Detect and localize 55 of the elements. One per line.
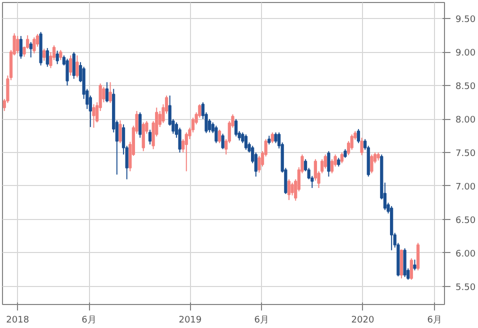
candlestick: [76, 54, 79, 78]
candlestick: [66, 58, 69, 86]
candlestick: [330, 158, 334, 174]
candlestick: [413, 259, 416, 271]
candlestick: [138, 112, 142, 138]
candlestick: [324, 154, 327, 170]
candlestick: [16, 35, 20, 54]
x-tick-label: 2019: [178, 316, 202, 326]
x-tick-label: 2020: [351, 316, 374, 326]
candlestick: [244, 134, 248, 150]
y-tick-label: 7.00: [456, 182, 476, 192]
candlestick: [56, 50, 59, 65]
candlestick: [214, 125, 218, 144]
candlestick: [108, 82, 112, 104]
candlestick: [221, 133, 224, 150]
y-tick-label: 7.50: [456, 148, 476, 159]
x-tick-label: 6月: [427, 316, 442, 326]
candlestick: [410, 258, 413, 280]
candlestick: [142, 122, 145, 152]
x-tick-label: 2018: [6, 316, 30, 326]
candlestick: [69, 54, 72, 76]
candlestick: [360, 137, 364, 156]
y-tick-label: 8.00: [456, 116, 476, 126]
candlestick: [92, 104, 96, 128]
y-tick-label: 9.00: [456, 48, 476, 59]
x-tick-label: 6月: [82, 316, 96, 326]
candlestick: [218, 129, 222, 144]
candlestick: [184, 132, 188, 172]
y-tick-label: 6.00: [456, 249, 476, 260]
candlestick: [46, 48, 49, 68]
candlestick: [32, 36, 36, 54]
y-tick-label: 8.50: [456, 82, 476, 92]
y-tick-label: 9.50: [456, 15, 476, 26]
candlestick: [29, 42, 32, 58]
candlestick: [42, 48, 46, 62]
candlestick: [356, 128, 360, 144]
x-tick-label: 6月: [254, 316, 269, 326]
candlestick: [19, 35, 22, 60]
candlestick: [327, 150, 330, 178]
candlestick: [274, 132, 278, 144]
y-tick-label: 6.50: [456, 216, 476, 226]
candlestick: [416, 242, 420, 271]
candlestick: [370, 154, 374, 174]
candlestick: [270, 132, 274, 144]
candlestick: [340, 152, 344, 164]
candlestick: [118, 120, 122, 144]
candlestick: [258, 155, 261, 174]
candlestick: [72, 52, 76, 80]
y-tick-label: 5.50: [456, 282, 476, 293]
candlestick: [59, 50, 62, 61]
candlestick: [234, 118, 238, 137]
candlestick: [287, 178, 291, 201]
candlestick: [105, 82, 109, 103]
candlestick: [290, 182, 294, 196]
candlestick: [148, 129, 152, 145]
